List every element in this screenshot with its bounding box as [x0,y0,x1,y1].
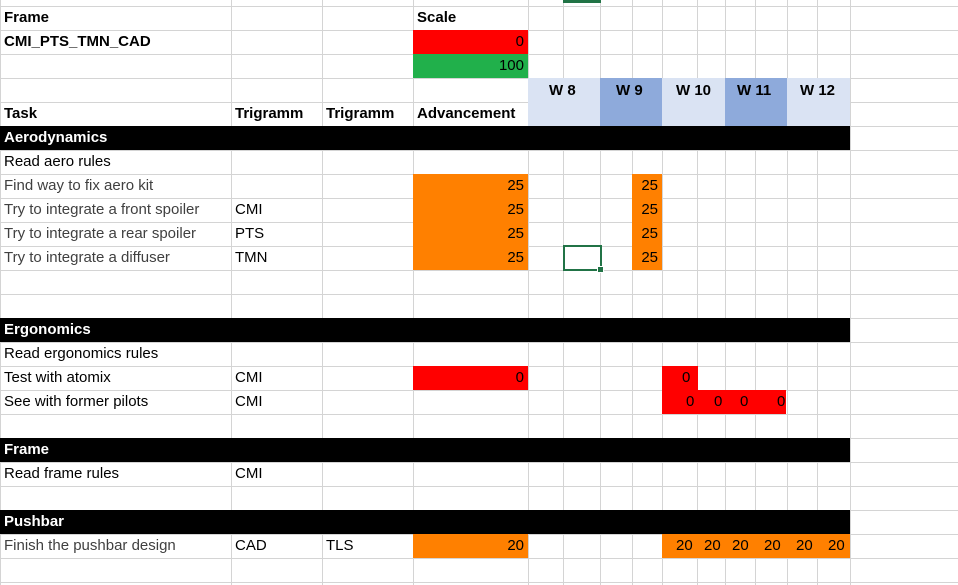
task-name[interactable]: Test with atomix [4,369,111,386]
week-label-w9: W 9 [616,82,643,99]
advancement-cell[interactable]: 25 [413,174,528,198]
week-bar-orange [662,534,850,558]
week-label-w8: W 8 [549,82,576,99]
week-value-cell[interactable]: 25 [632,222,662,246]
week-value-cell[interactable]: 20 [796,537,813,554]
task-name[interactable]: See with former pilots [4,393,149,410]
trigramm-1-cell[interactable]: PTS [235,225,265,242]
trigramm-1-cell[interactable]: CMI [235,201,263,218]
week-value-cell[interactable]: 0 [662,366,698,390]
week-cell-w8[interactable] [528,78,600,126]
week-value-cell[interactable]: 0 [686,393,695,410]
section-bar-pushbar [0,510,850,534]
week-value-cell[interactable]: 0 [777,393,786,410]
task-name[interactable]: Finish the pushbar design [4,537,176,554]
task-name[interactable]: Try to integrate a front spoiler [4,201,200,218]
col-header-advancement[interactable]: Advancement [417,105,516,122]
section-title-ergonomics[interactable]: Ergonomics [4,321,91,338]
scale-label[interactable]: Scale [417,9,457,26]
col-header-trigramm-1[interactable]: Trigramm [235,105,304,122]
trigramm-1-cell[interactable]: TMN [235,249,268,266]
active-column-indicator [563,0,601,3]
week-header-band [528,78,850,126]
advancement-cell[interactable]: 25 [413,198,528,222]
week-value-cell[interactable]: 20 [676,537,693,554]
trigramm-1-cell[interactable]: CMI [235,393,263,410]
task-name[interactable]: Try to integrate a rear spoiler [4,225,197,242]
week-cell-w9[interactable] [600,78,662,126]
week-cell-w11[interactable] [725,78,787,126]
week-value-cell[interactable]: 20 [732,537,749,554]
frame-label[interactable]: Frame [4,9,50,26]
trigramm-1-cell[interactable]: CAD [235,537,267,554]
week-value-cell[interactable]: 25 [632,174,662,198]
col-header-task[interactable]: Task [4,105,38,122]
selected-cell[interactable] [563,245,604,273]
week-bar-red [662,390,786,414]
week-cell-w12[interactable] [787,78,850,126]
advancement-cell[interactable]: 0 [413,366,528,390]
week-value-cell[interactable]: 20 [828,537,845,554]
section-bar-ergonomics [0,318,850,342]
week-label-w11: W 11 [737,82,772,99]
col-header-trigramm-2[interactable]: Trigramm [326,105,395,122]
week-value-cell[interactable]: 0 [740,393,749,410]
week-label-w12: W 12 [800,82,836,99]
week-value-cell[interactable]: 25 [632,246,662,270]
advancement-cell[interactable]: 25 [413,222,528,246]
advancement-cell[interactable]: 25 [413,246,528,270]
section-title-frame[interactable]: Frame [4,441,50,458]
task-name[interactable]: Read aero rules [4,153,111,170]
week-value-cell[interactable]: 25 [632,198,662,222]
team-label[interactable]: CMI_PTS_TMN_CAD [4,33,151,50]
scale-min-cell[interactable]: 0 [413,30,528,54]
trigramm-1-cell[interactable]: CMI [235,465,263,482]
section-title-aerodynamics[interactable]: Aerodynamics [4,129,108,146]
section-bar-aerodynamics [0,126,850,150]
trigramm-1-cell[interactable]: CMI [235,369,263,386]
advancement-cell[interactable]: 20 [413,534,528,558]
task-name[interactable]: Read ergonomics rules [4,345,159,362]
week-value-cell[interactable]: 0 [714,393,723,410]
week-value-cell[interactable]: 20 [764,537,781,554]
section-bar-frame [0,438,850,462]
week-value-cell[interactable]: 20 [704,537,721,554]
scale-max-cell[interactable]: 100 [413,54,528,78]
task-name[interactable]: Try to integrate a diffuser [4,249,170,266]
task-name[interactable]: Find way to fix aero kit [4,177,154,194]
trigramm-2-cell[interactable]: TLS [326,537,354,554]
section-title-pushbar[interactable]: Pushbar [4,513,65,530]
week-cell-w10[interactable] [662,78,725,126]
week-label-w10: W 10 [676,82,712,99]
task-name[interactable]: Read frame rules [4,465,120,482]
